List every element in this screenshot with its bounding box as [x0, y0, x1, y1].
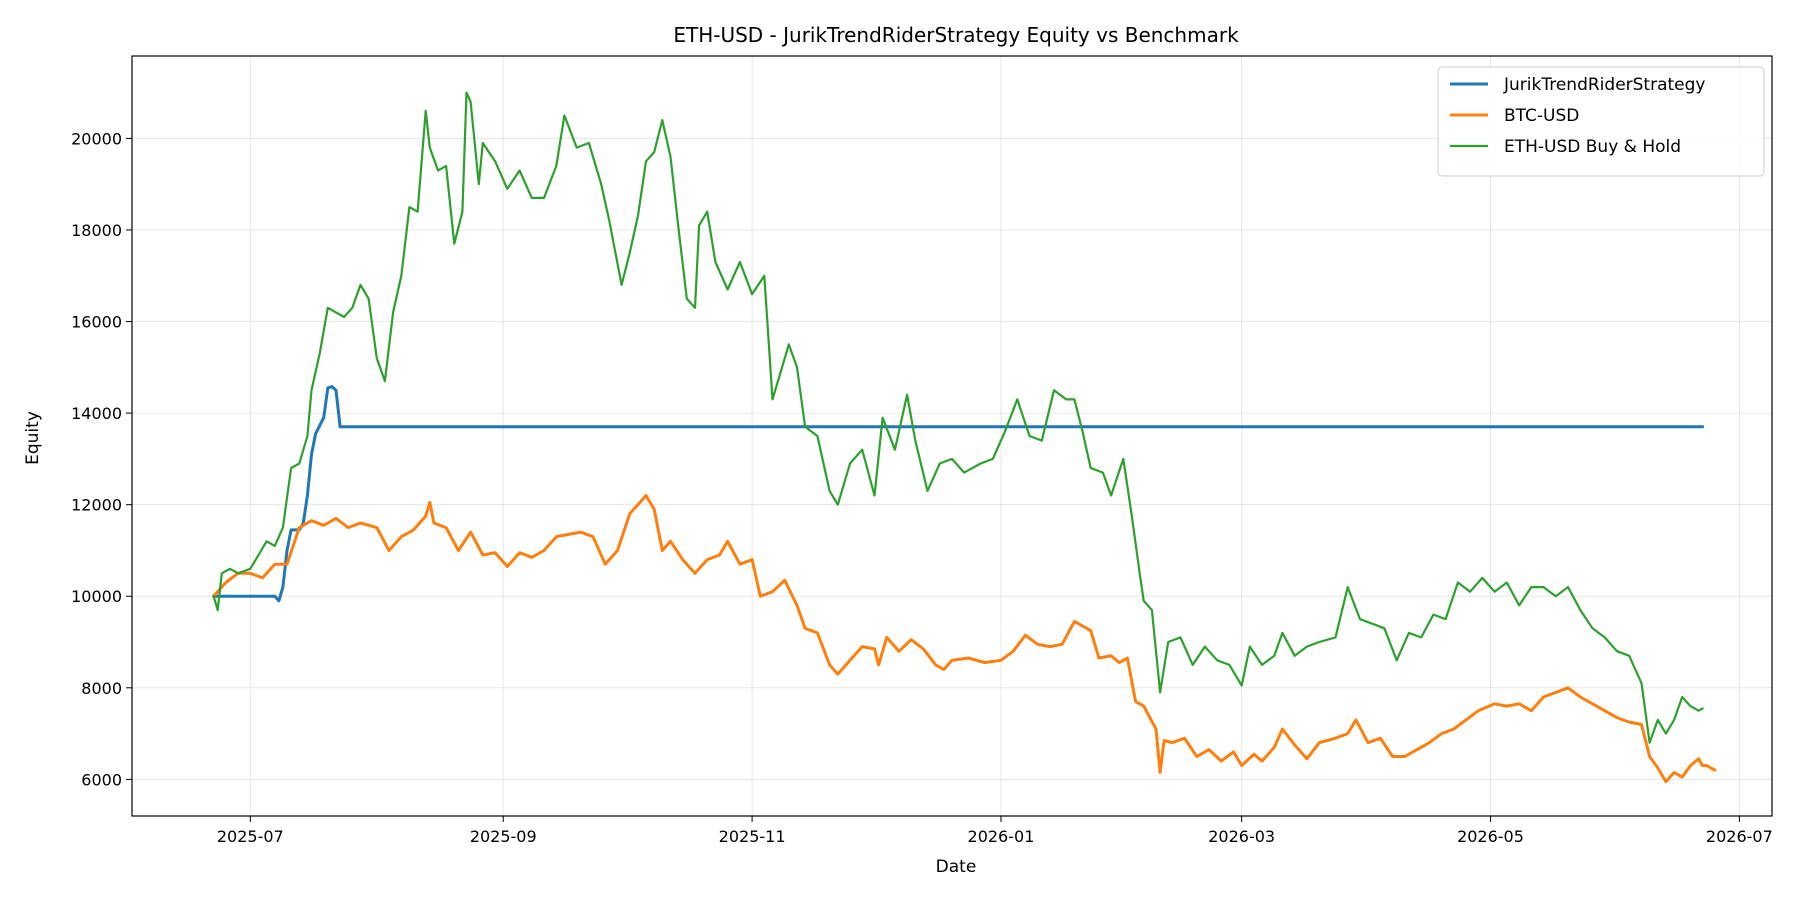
grid-lines	[132, 56, 1772, 816]
legend: JurikTrendRiderStrategy BTC-USD ETH-USD Bu…	[1437, 66, 1765, 177]
y-tick-label: 16000	[71, 313, 122, 332]
y-tick-label: 6000	[81, 770, 122, 789]
y-tick-label: 12000	[71, 496, 122, 515]
series-line-3	[212, 91, 1704, 744]
x-axis-label: Date	[936, 857, 977, 877]
x-tick-label: 2026-01	[968, 827, 1035, 846]
x-tick-label: 2026-03	[1208, 827, 1275, 846]
y-tick-label: 14000	[71, 404, 122, 423]
x-tick-label: 2025-07	[217, 827, 284, 846]
legend-label: BTC-USD	[1504, 106, 1579, 126]
y-tick-label: 18000	[71, 221, 122, 240]
y-axis: 6000 8000 10000 12000 14000 16000 18000 20000	[71, 129, 132, 789]
y-tick-label: 20000	[71, 129, 122, 148]
y-tick-label: 10000	[71, 587, 122, 606]
y-tick-label: 8000	[81, 679, 122, 698]
x-tick-label: 2026-05	[1457, 827, 1524, 846]
x-axis: 2025-07 2025-09 2025-11 2026-01 2026-03 2026-…	[217, 816, 1773, 846]
x-tick-label: 2026-07	[1706, 827, 1773, 846]
plot-area-frame	[131, 55, 1773, 817]
series-lines	[212, 91, 1717, 784]
series-line-1	[212, 385, 1705, 603]
series-line-2	[212, 494, 1717, 784]
legend-label: ETH-USD Buy & Hold	[1504, 137, 1681, 157]
y-axis-label: Equity	[23, 411, 43, 465]
legend-box	[1437, 66, 1765, 177]
x-tick-label: 2025-09	[470, 827, 537, 846]
x-tick-label: 2025-11	[719, 827, 786, 846]
legend-label: JurikTrendRiderStrategy	[1503, 75, 1706, 95]
chart-title: ETH-USD - JurikTrendRiderStrategy Equity…	[673, 23, 1239, 47]
